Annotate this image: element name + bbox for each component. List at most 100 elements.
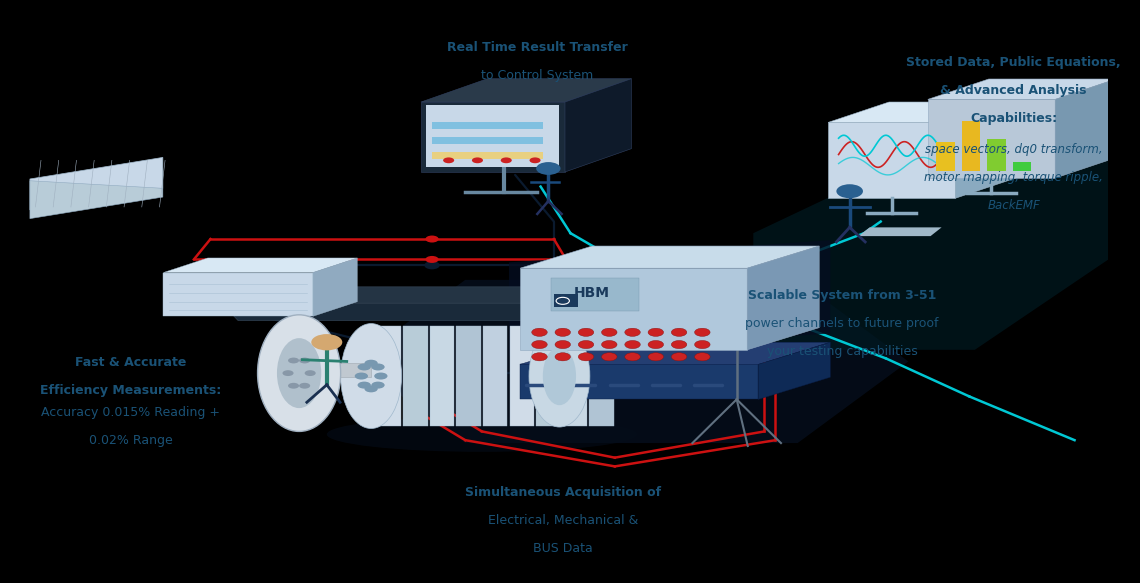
Circle shape: [578, 340, 594, 349]
Circle shape: [625, 340, 641, 349]
Bar: [432, 122, 543, 129]
Polygon shape: [536, 326, 561, 426]
Polygon shape: [426, 105, 560, 167]
Polygon shape: [404, 326, 428, 426]
Text: motor mapping, torque ripple,: motor mapping, torque ripple,: [925, 171, 1104, 184]
Circle shape: [531, 340, 547, 349]
Polygon shape: [456, 326, 481, 426]
Circle shape: [625, 328, 641, 336]
Text: Scalable System from 3-51: Scalable System from 3-51: [748, 289, 936, 302]
Polygon shape: [221, 303, 587, 321]
Circle shape: [671, 328, 686, 336]
Circle shape: [648, 353, 663, 361]
Circle shape: [648, 340, 663, 349]
Text: Capabilities:: Capabilities:: [970, 112, 1057, 125]
Circle shape: [365, 360, 377, 367]
Circle shape: [372, 363, 384, 370]
Polygon shape: [510, 326, 534, 426]
Circle shape: [625, 353, 641, 361]
Circle shape: [425, 236, 439, 243]
Circle shape: [365, 385, 377, 392]
Circle shape: [425, 256, 439, 263]
Text: your testing capabilities: your testing capabilities: [766, 345, 918, 358]
Circle shape: [299, 383, 310, 389]
Circle shape: [555, 353, 570, 361]
Polygon shape: [955, 102, 1017, 198]
Circle shape: [602, 340, 617, 349]
Bar: [987, 139, 1005, 171]
Text: 0.02% Range: 0.02% Range: [89, 434, 172, 447]
Polygon shape: [858, 227, 942, 236]
Polygon shape: [260, 363, 372, 377]
Circle shape: [299, 357, 310, 363]
Polygon shape: [520, 246, 820, 268]
Text: Real Time Result Transfer: Real Time Result Transfer: [447, 41, 628, 54]
Polygon shape: [928, 99, 1056, 178]
Polygon shape: [565, 79, 632, 172]
Circle shape: [555, 328, 570, 336]
Bar: [554, 294, 578, 307]
Circle shape: [358, 363, 370, 370]
Circle shape: [578, 353, 594, 361]
Circle shape: [304, 370, 316, 376]
Circle shape: [602, 353, 617, 361]
Polygon shape: [563, 326, 587, 426]
Text: Accuracy 0.015% Reading +: Accuracy 0.015% Reading +: [41, 406, 220, 419]
Circle shape: [500, 157, 512, 163]
Ellipse shape: [277, 338, 321, 408]
Circle shape: [694, 328, 710, 336]
Circle shape: [694, 340, 710, 349]
Circle shape: [602, 328, 617, 336]
Circle shape: [358, 382, 370, 389]
Bar: [1012, 162, 1032, 171]
Circle shape: [555, 340, 570, 349]
Polygon shape: [355, 280, 909, 443]
Polygon shape: [1056, 79, 1116, 178]
Polygon shape: [754, 128, 1130, 350]
Polygon shape: [510, 240, 830, 356]
Polygon shape: [376, 326, 401, 426]
Text: HBM: HBM: [573, 286, 610, 300]
Polygon shape: [215, 287, 598, 303]
Text: BackEMF: BackEMF: [987, 199, 1040, 212]
Bar: [961, 121, 980, 171]
Circle shape: [694, 353, 710, 361]
Circle shape: [374, 373, 388, 380]
Polygon shape: [163, 258, 357, 273]
Bar: [432, 152, 543, 159]
Circle shape: [671, 340, 686, 349]
Polygon shape: [421, 79, 632, 102]
Circle shape: [531, 353, 547, 361]
Circle shape: [536, 162, 561, 175]
Polygon shape: [30, 181, 163, 219]
Circle shape: [472, 157, 483, 163]
Text: to Control System: to Control System: [481, 69, 594, 82]
Circle shape: [355, 373, 368, 380]
Bar: [432, 137, 543, 144]
Bar: [936, 142, 955, 171]
Polygon shape: [828, 122, 955, 198]
Polygon shape: [483, 326, 507, 426]
Circle shape: [671, 353, 686, 361]
Circle shape: [424, 261, 440, 269]
Polygon shape: [589, 326, 613, 426]
Circle shape: [286, 319, 301, 328]
Polygon shape: [163, 273, 314, 316]
Polygon shape: [828, 102, 1017, 122]
Polygon shape: [758, 342, 830, 399]
Text: power channels to future proof: power channels to future proof: [746, 317, 938, 330]
Circle shape: [372, 382, 384, 389]
Polygon shape: [520, 342, 830, 364]
Circle shape: [578, 328, 594, 336]
Text: BUS Data: BUS Data: [532, 542, 593, 554]
Text: space vectors, dq0 transform,: space vectors, dq0 transform,: [925, 143, 1102, 156]
Polygon shape: [30, 157, 163, 210]
Polygon shape: [421, 102, 565, 172]
Text: Electrical, Mechanical &: Electrical, Mechanical &: [488, 514, 638, 526]
Polygon shape: [314, 258, 357, 316]
Text: Simultaneous Acquisition of: Simultaneous Acquisition of: [465, 486, 661, 498]
Ellipse shape: [529, 325, 589, 427]
Circle shape: [837, 184, 863, 198]
Polygon shape: [430, 326, 454, 426]
Circle shape: [546, 261, 562, 269]
